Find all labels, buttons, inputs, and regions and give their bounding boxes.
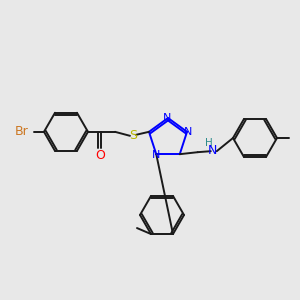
Text: N: N <box>152 150 160 160</box>
Text: N: N <box>163 113 171 123</box>
Text: H: H <box>205 138 213 148</box>
Text: S: S <box>129 129 137 142</box>
Text: O: O <box>95 149 105 162</box>
Text: N: N <box>184 127 192 137</box>
Text: N: N <box>208 144 218 157</box>
Text: Br: Br <box>15 125 29 138</box>
